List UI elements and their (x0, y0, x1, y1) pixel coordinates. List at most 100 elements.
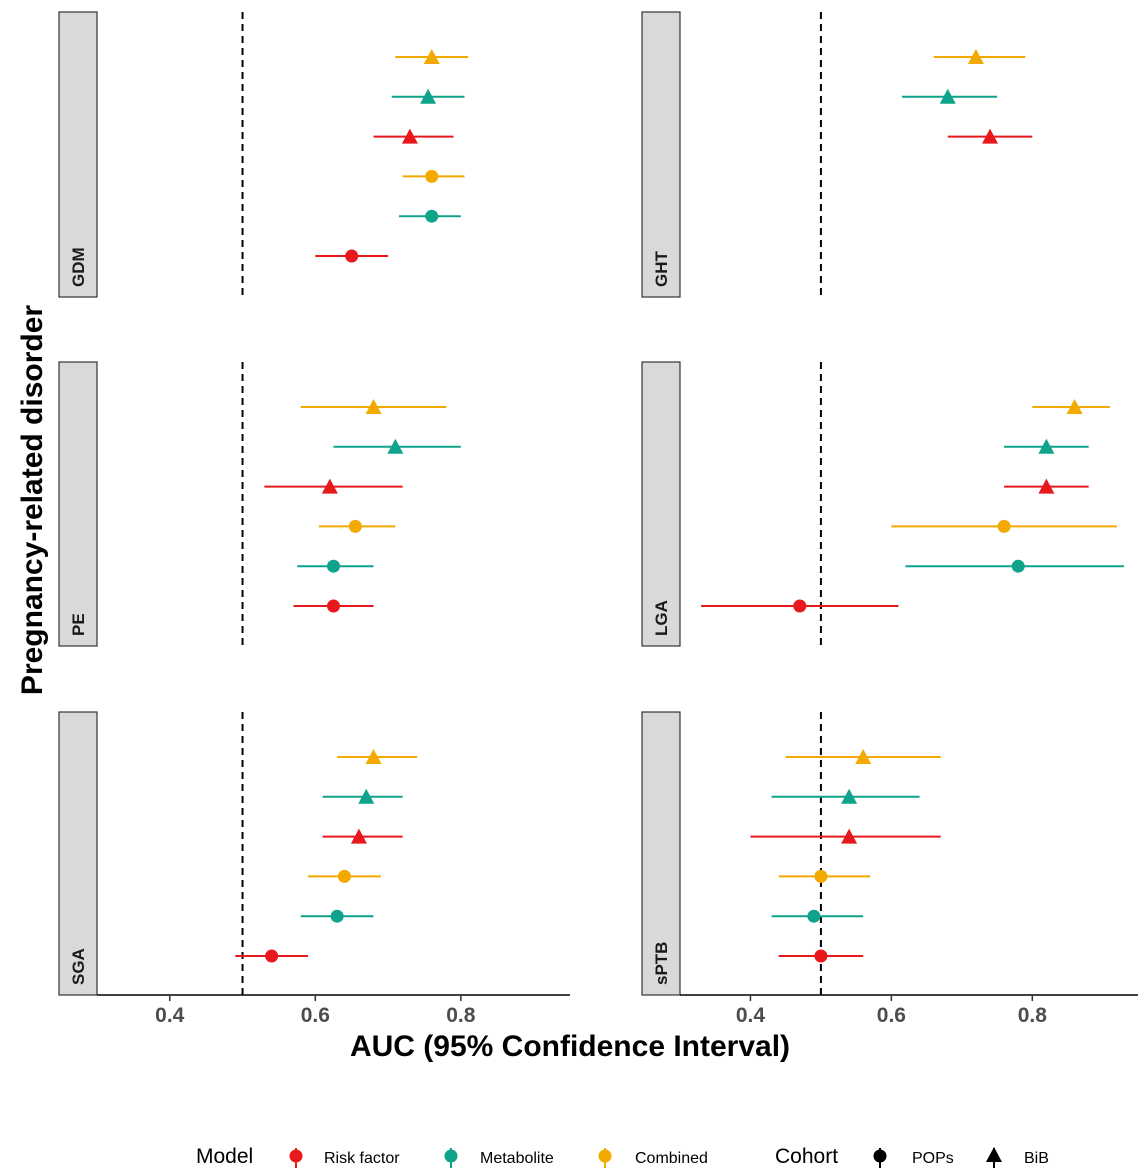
data-point (771, 909, 864, 923)
data-point (293, 599, 374, 613)
facet-strip (58, 711, 98, 996)
facet-strip (641, 11, 681, 298)
data-point (771, 788, 920, 804)
facet-label: sPTB (652, 942, 671, 985)
data-point (1004, 478, 1089, 494)
data-point (322, 788, 403, 804)
legend-model-label: Risk factor (324, 1150, 400, 1167)
data-point (322, 828, 403, 844)
data-point (947, 128, 1033, 144)
data-point (750, 828, 941, 844)
x-tick-label: 0.4 (736, 1004, 766, 1027)
legend-key-marker (444, 1149, 458, 1163)
point-marker-circle (327, 599, 340, 613)
data-point (300, 399, 447, 414)
facet-strip (641, 361, 681, 647)
point-marker-triangle (841, 828, 858, 844)
data-point (933, 49, 1026, 64)
facet-label: LGA (652, 600, 671, 636)
point-marker-circle (265, 949, 279, 963)
data-point (297, 559, 374, 573)
data-point (373, 128, 454, 144)
facet-gdm: GDM (58, 11, 469, 298)
facet-lga: LGA (641, 361, 1124, 647)
point-marker-triangle (387, 438, 404, 454)
point-marker-triangle (982, 128, 999, 144)
point-marker-circle (330, 909, 344, 923)
facet-strip (641, 711, 681, 996)
facet-grid: GDM GHT PE LGA SGA 0.4 0.6 0.8 sPTB 0.4 0.6 0.8 (58, 11, 1138, 1027)
facet-label: GDM (69, 247, 88, 287)
facet-strip (58, 11, 98, 298)
data-point (395, 49, 469, 64)
legend-cohort-label: POPs (912, 1150, 954, 1167)
facet-label: SGA (69, 948, 88, 985)
point-marker-triangle (365, 749, 382, 764)
point-marker-circle (1011, 559, 1025, 573)
point-marker-circle (814, 949, 828, 963)
point-marker-circle (814, 869, 828, 883)
data-point (337, 749, 418, 764)
point-marker-circle (425, 169, 439, 183)
data-point (235, 949, 309, 963)
legend-cohort-title: Cohort (775, 1145, 838, 1168)
data-point (333, 438, 461, 454)
point-marker-triangle (321, 478, 338, 494)
point-marker-triangle (1066, 399, 1083, 414)
x-tick-label: 0.6 (301, 1004, 330, 1027)
data-point (785, 749, 941, 764)
point-marker-triangle (358, 788, 375, 804)
facet-ght: GHT (641, 11, 1033, 298)
point-marker-circle (425, 209, 439, 223)
facet-label: GHT (652, 251, 671, 288)
data-point (402, 169, 465, 183)
data-point (891, 519, 1117, 533)
y-axis-label: Pregnancy-related disorder (16, 305, 49, 695)
point-marker-circle (793, 599, 807, 613)
point-marker-triangle (855, 749, 872, 764)
legend-key-marker (873, 1149, 887, 1163)
point-marker-triangle (967, 49, 984, 64)
facet-strip (58, 361, 98, 647)
legend-model-label: Metabolite (480, 1150, 554, 1167)
facet-sptb: sPTB 0.4 0.6 0.8 (641, 711, 1138, 1027)
legend-key-marker (986, 1147, 1002, 1162)
legend-key-marker (598, 1149, 612, 1163)
point-marker-triangle (401, 128, 418, 144)
data-point (701, 599, 899, 613)
point-marker-triangle (1038, 478, 1055, 494)
data-point (264, 478, 403, 494)
facet-sga: SGA 0.4 0.6 0.8 (58, 711, 570, 1027)
facet-label: PE (69, 613, 88, 636)
point-marker-triangle (939, 88, 956, 104)
legend: Model Risk factor Metabolite Combined Cohort… (196, 1145, 1049, 1168)
data-point (905, 559, 1124, 573)
point-marker-triangle (420, 88, 437, 104)
x-tick-label: 0.8 (1018, 1004, 1048, 1027)
data-point (1004, 438, 1089, 454)
data-point (901, 88, 998, 104)
data-point (308, 869, 381, 883)
data-point (318, 519, 396, 533)
point-marker-circle (337, 869, 351, 883)
data-point (1032, 399, 1110, 414)
data-point (398, 209, 461, 223)
data-point (300, 909, 374, 923)
point-marker-triangle (423, 49, 440, 64)
x-axis-label: AUC (95% Confidence Interval) (349, 1030, 791, 1063)
point-marker-triangle (841, 788, 858, 804)
data-point (315, 249, 389, 263)
data-point (391, 88, 465, 104)
data-point (778, 949, 864, 963)
x-tick-label: 0.8 (446, 1004, 476, 1027)
point-marker-triangle (1038, 438, 1055, 454)
legend-key-marker (289, 1149, 303, 1163)
point-marker-circle (327, 559, 340, 573)
point-marker-triangle (365, 399, 382, 414)
x-tick-label: 0.6 (877, 1004, 906, 1027)
facet-pe: PE (58, 361, 461, 647)
data-point (778, 869, 871, 883)
legend-cohort-label: BiB (1024, 1150, 1049, 1167)
x-tick-label: 0.4 (155, 1004, 185, 1027)
